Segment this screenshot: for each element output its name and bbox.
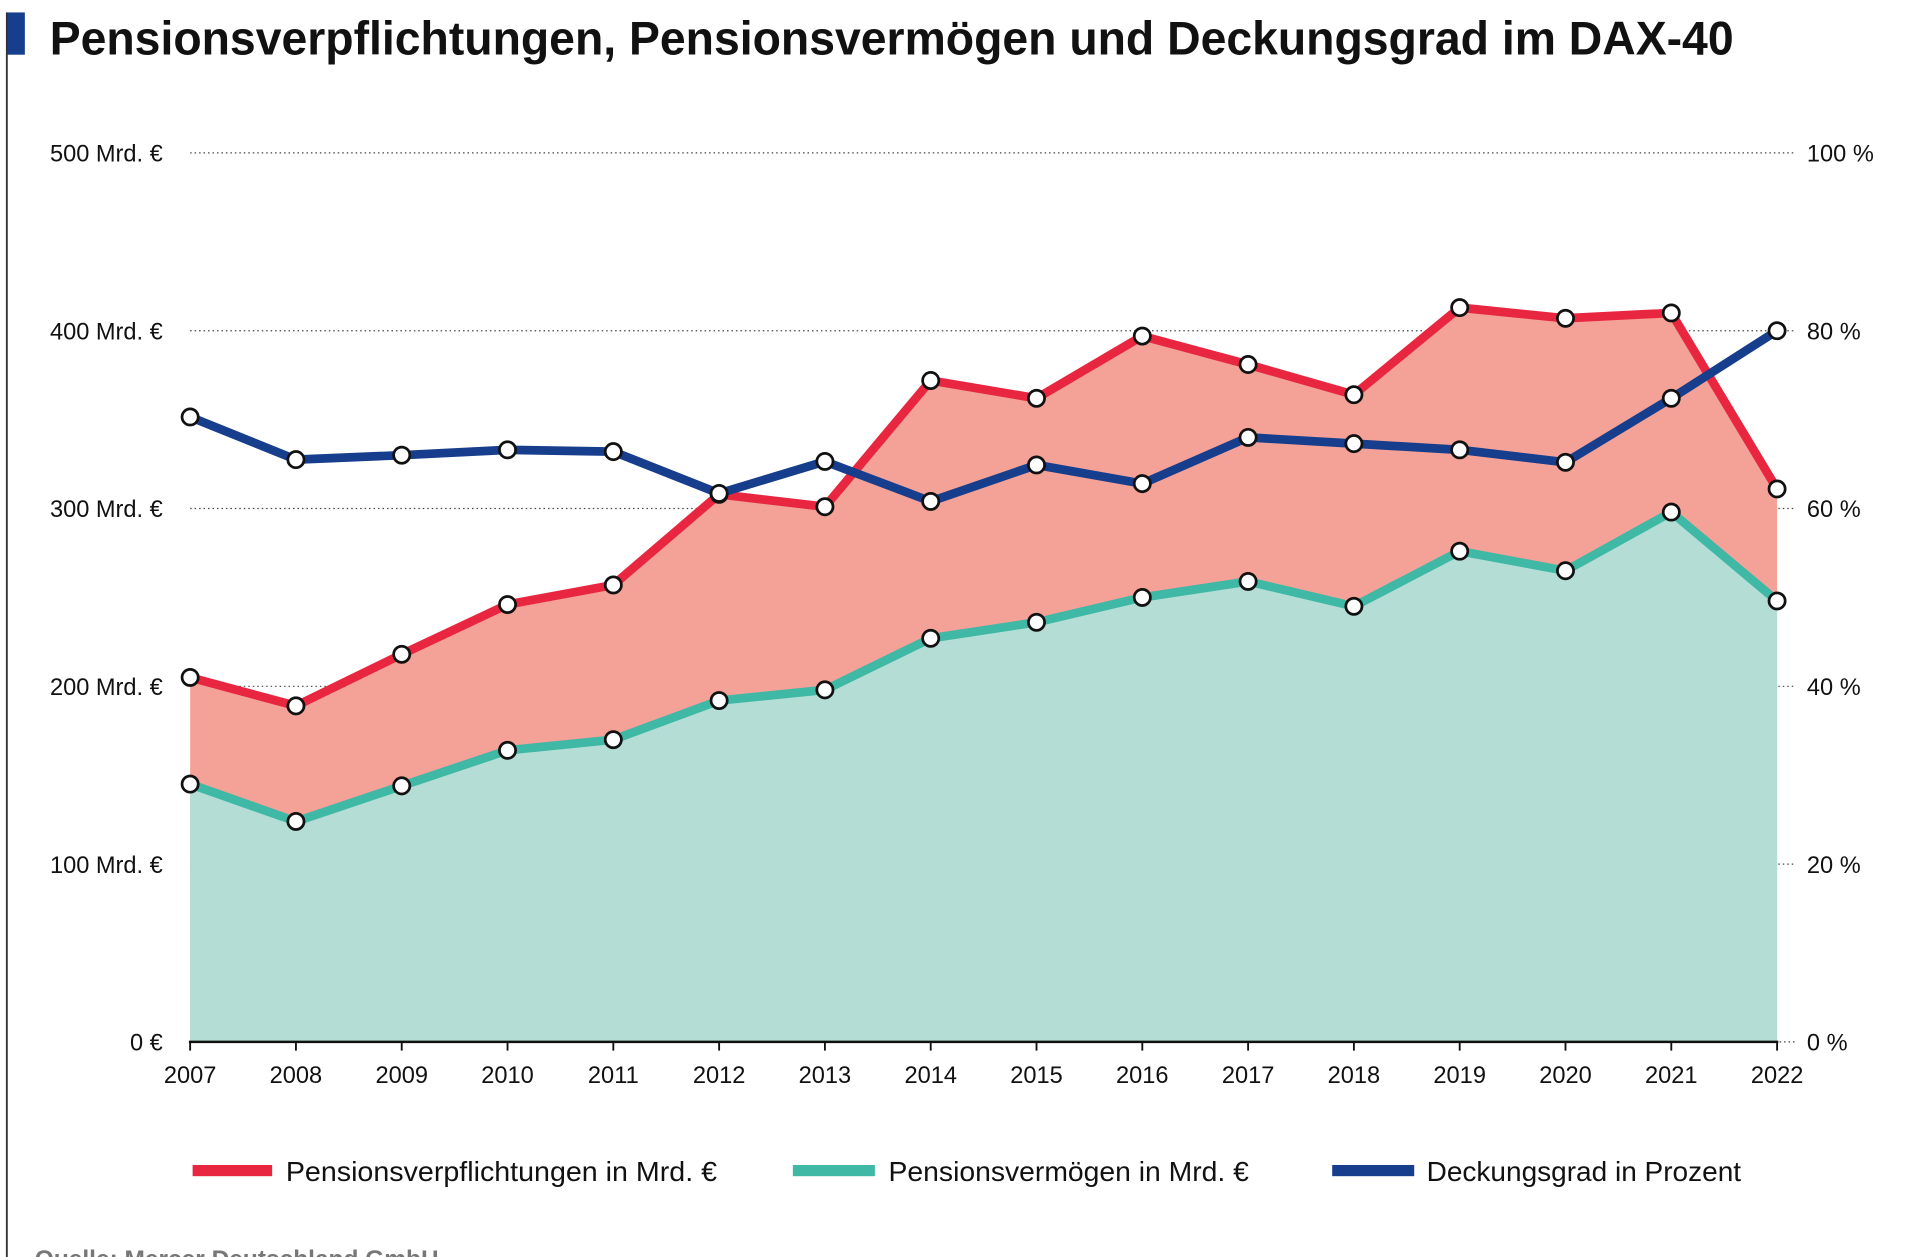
legend-swatch-obligations [192,1164,273,1177]
point-assets [921,628,941,648]
areas [190,307,1778,1042]
point-assets [1767,591,1787,611]
series-points [180,298,1787,831]
point-coverage [603,442,623,462]
legend-item-obligations: Pensionsverpflichtungen in Mrd. € [192,1156,717,1187]
point-assets [1344,596,1364,616]
x-tick-label: 2011 [588,1063,639,1089]
point-obligations [392,644,412,664]
point-coverage [392,445,412,465]
point-obligations [1661,303,1681,323]
y-right-tick-label: 0 % [1807,1031,1848,1057]
legend-label-obligations: Pensionsverpflichtungen in Mrd. € [286,1156,717,1187]
x-tick-label: 2016 [1116,1063,1169,1089]
point-obligations [1027,388,1046,408]
tick-labels: 0 € 100 Mrd. € 200 Mrd. € 300 Mrd. € 400 Mrd… [50,142,1874,1089]
x-tick-label: 2015 [1010,1063,1063,1089]
point-obligations [1344,385,1364,405]
point-assets [815,680,835,700]
x-tick-label: 2012 [693,1063,746,1089]
point-assets [1556,561,1575,581]
point-assets [1661,502,1681,522]
point-coverage [1238,427,1258,447]
legend-label-assets: Pensionsvermögen in Mrd. € [889,1156,1249,1187]
point-coverage [1132,474,1152,494]
point-assets [603,730,623,750]
point-coverage [498,440,517,460]
point-coverage [1027,455,1046,475]
x-tick-label: 2013 [799,1063,852,1089]
x-tick-label: 2007 [164,1063,217,1089]
x-tick-label: 2019 [1433,1063,1486,1089]
point-coverage [1450,440,1470,460]
x-tick-label: 2020 [1539,1063,1592,1089]
point-assets [180,774,200,794]
y-right-tick-label: 100 % [1807,142,1874,168]
x-tick-label: 2017 [1222,1063,1275,1089]
y-right-tick-label: 20 % [1807,853,1861,879]
point-coverage [709,483,729,503]
x-tick-label: 2022 [1751,1063,1804,1089]
point-obligations [1450,298,1470,318]
x-tick-label: 2014 [904,1063,957,1089]
point-assets [1450,541,1470,561]
point-obligations [1132,326,1152,346]
legend-swatch-coverage [1332,1164,1415,1177]
x-tick-label: 2009 [375,1063,428,1089]
y-right-tick-label: 40 % [1807,675,1861,701]
point-obligations [180,667,200,687]
point-coverage [921,491,941,511]
point-coverage [1767,321,1787,341]
point-assets [1027,612,1046,632]
point-obligations [921,371,941,390]
point-assets [498,740,517,760]
y-left-tick-label: 400 Mrd. € [50,319,163,345]
point-assets [1238,571,1258,591]
line-obligations [185,303,1782,711]
x-tick-label: 2021 [1645,1063,1698,1089]
legend-item-coverage: Deckungsgrad in Prozent [1332,1156,1741,1187]
y-right-tick-label: 60 % [1807,497,1861,523]
area-assets [190,512,1778,1042]
point-assets [392,776,412,796]
x-tick-label: 2010 [481,1063,534,1089]
point-obligations [1556,308,1575,328]
point-obligations [1767,479,1787,499]
point-coverage [180,407,200,427]
legend: Pensionsverpflichtungen in Mrd. € Pensio… [192,1156,1741,1187]
point-coverage [815,451,835,471]
y-left-tick-label: 100 Mrd. € [50,853,163,879]
series-lines [185,303,1782,826]
point-assets [709,691,729,710]
point-coverage [1661,388,1681,408]
point-obligations [286,696,306,716]
chart-title: Pensionsverpflichtungen, Pensionsvermöge… [50,13,1734,66]
point-obligations [815,497,835,517]
x-axis [188,1040,1779,1051]
y-left-tick-label: 500 Mrd. € [50,142,163,168]
line-coverage [185,326,1782,506]
y-left-tick-label: 300 Mrd. € [50,497,163,523]
point-obligations [498,595,517,614]
point-coverage [1556,452,1575,472]
point-coverage [286,450,306,470]
x-tick-label: 2018 [1328,1063,1381,1089]
legend-swatch-assets [792,1164,875,1177]
legend-label-coverage: Deckungsgrad in Prozent [1427,1156,1742,1187]
legend-item-assets: Pensionsvermögen in Mrd. € [792,1156,1249,1187]
source-note: Quelle: Mercer Deutschland GmbH [35,1247,439,1257]
point-coverage [1344,434,1364,454]
point-obligations [603,575,623,595]
y-left-tick-label: 200 Mrd. € [50,675,163,701]
y-right-tick-label: 80 % [1807,319,1861,345]
point-assets [1132,587,1152,607]
point-assets [286,811,306,831]
line-assets [185,507,1782,826]
y-left-tick-label: 0 € [130,1031,163,1057]
title-accent-bar [7,12,25,55]
x-tick-label: 2008 [270,1063,323,1089]
point-obligations [1238,355,1258,374]
